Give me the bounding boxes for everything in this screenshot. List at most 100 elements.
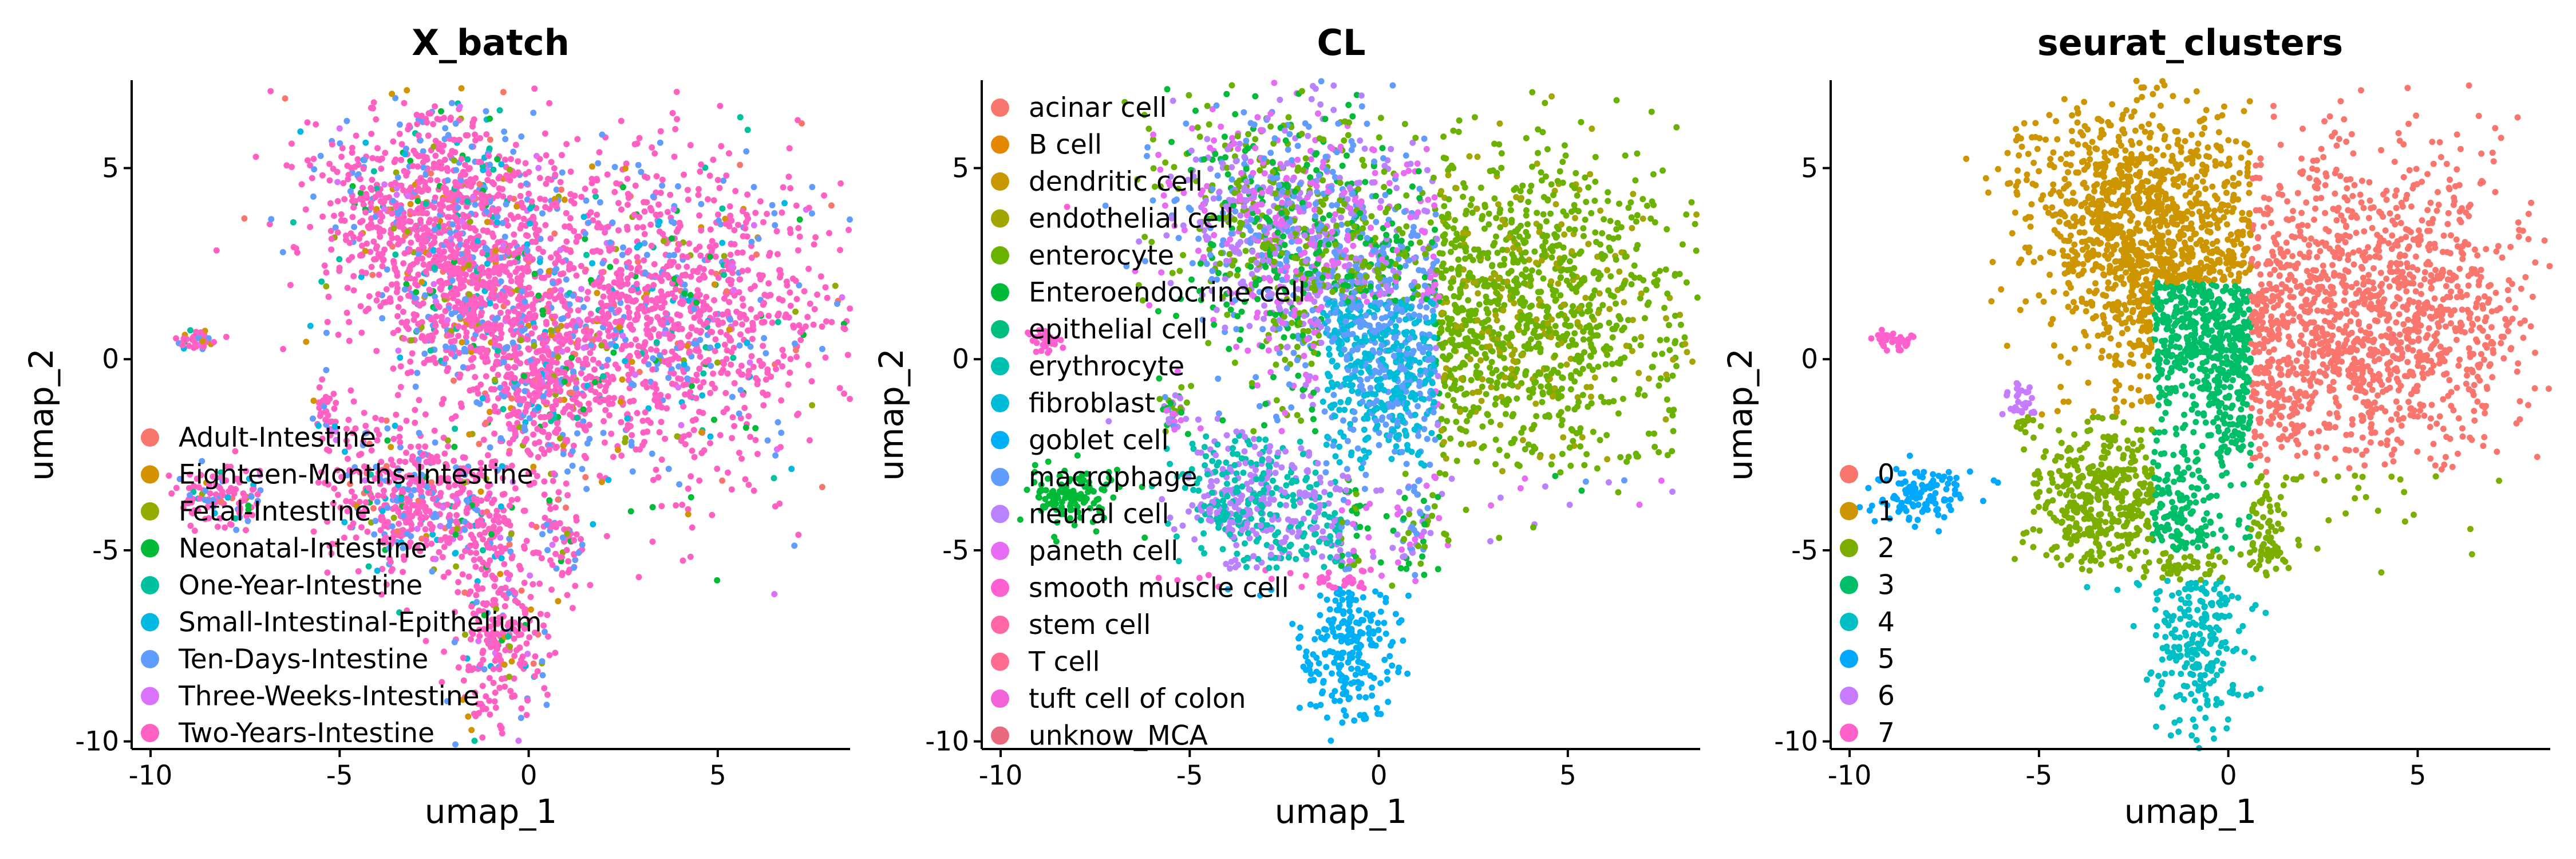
data-point [639, 224, 646, 231]
data-point [336, 256, 343, 263]
data-point [440, 573, 447, 580]
data-point [729, 393, 736, 400]
data-point [685, 506, 692, 513]
data-point [725, 469, 731, 476]
data-point [1615, 489, 1622, 496]
data-point [448, 344, 455, 350]
data-point [589, 260, 595, 267]
data-point [588, 180, 595, 187]
data-point [545, 363, 552, 370]
data-point [396, 220, 402, 226]
data-point [748, 306, 754, 313]
data-point [707, 440, 713, 447]
data-point [1465, 297, 1472, 304]
data-point [787, 369, 793, 376]
data-point [717, 103, 724, 109]
data-point [710, 371, 717, 377]
data-point [639, 417, 646, 424]
data-point [529, 256, 536, 263]
data-point [749, 336, 756, 342]
data-point [477, 281, 484, 288]
data-point [737, 387, 744, 393]
data-point [676, 481, 683, 488]
data-point [493, 256, 500, 263]
data-point [1595, 364, 1602, 370]
data-point [679, 557, 686, 564]
data-point [521, 438, 528, 445]
data-point [629, 287, 636, 294]
data-point [1615, 410, 1622, 417]
data-point [526, 190, 532, 197]
data-point [524, 336, 531, 343]
data-point [595, 336, 602, 342]
data-point [457, 271, 464, 278]
data-point [512, 141, 519, 148]
data-point [808, 210, 815, 217]
data-point [610, 349, 617, 356]
data-point [607, 324, 614, 331]
data-point [739, 267, 746, 274]
data-point [573, 272, 580, 279]
data-point [726, 316, 733, 322]
data-point [592, 379, 598, 385]
data-point [605, 356, 611, 363]
data-point [390, 198, 396, 204]
data-point [486, 321, 492, 328]
data-point [447, 518, 453, 525]
data-point [531, 342, 538, 349]
data-point [397, 295, 404, 302]
data-point [634, 268, 641, 275]
data-point [497, 278, 504, 285]
data-point [410, 311, 417, 318]
data-point [424, 210, 430, 216]
data-point [441, 543, 448, 550]
data-point [472, 137, 479, 144]
data-point [657, 128, 664, 135]
data-point [521, 660, 528, 667]
data-point [667, 317, 674, 324]
data-point [705, 357, 712, 364]
data-point [721, 253, 728, 259]
legend-label: Fetal-Intestine [179, 496, 371, 527]
data-point [723, 332, 730, 338]
data-point [814, 291, 820, 298]
data-point [444, 165, 451, 172]
data-point [553, 266, 560, 273]
data-point [561, 196, 568, 203]
data-point [536, 377, 543, 384]
data-point [643, 314, 650, 321]
data-point [451, 337, 458, 344]
data-point [380, 492, 387, 499]
data-point [267, 88, 274, 94]
data-point [407, 358, 414, 365]
data-point [1579, 434, 1586, 441]
data-point [1453, 419, 1460, 425]
data-point [546, 100, 553, 107]
data-point [443, 264, 449, 271]
data-point [744, 233, 750, 240]
data-point [344, 163, 351, 169]
data-point [693, 300, 700, 306]
data-point [805, 266, 812, 272]
y-tick-label: -5 [92, 535, 119, 566]
data-point [428, 337, 435, 344]
data-point [743, 148, 750, 155]
data-point [523, 255, 530, 262]
data-point [643, 294, 650, 301]
data-point [608, 306, 615, 313]
data-point [1621, 299, 1627, 306]
data-point [518, 705, 525, 712]
data-point [1535, 269, 1542, 275]
data-point [375, 291, 382, 298]
data-point [283, 162, 290, 169]
data-point [455, 323, 462, 330]
data-point [514, 275, 521, 282]
data-point [523, 180, 530, 187]
data-point [761, 335, 768, 341]
data-point [472, 227, 479, 234]
data-point [622, 358, 629, 365]
data-point [739, 321, 745, 328]
data-point [1423, 145, 1430, 152]
data-point [1599, 230, 1606, 237]
data-point [774, 251, 781, 258]
